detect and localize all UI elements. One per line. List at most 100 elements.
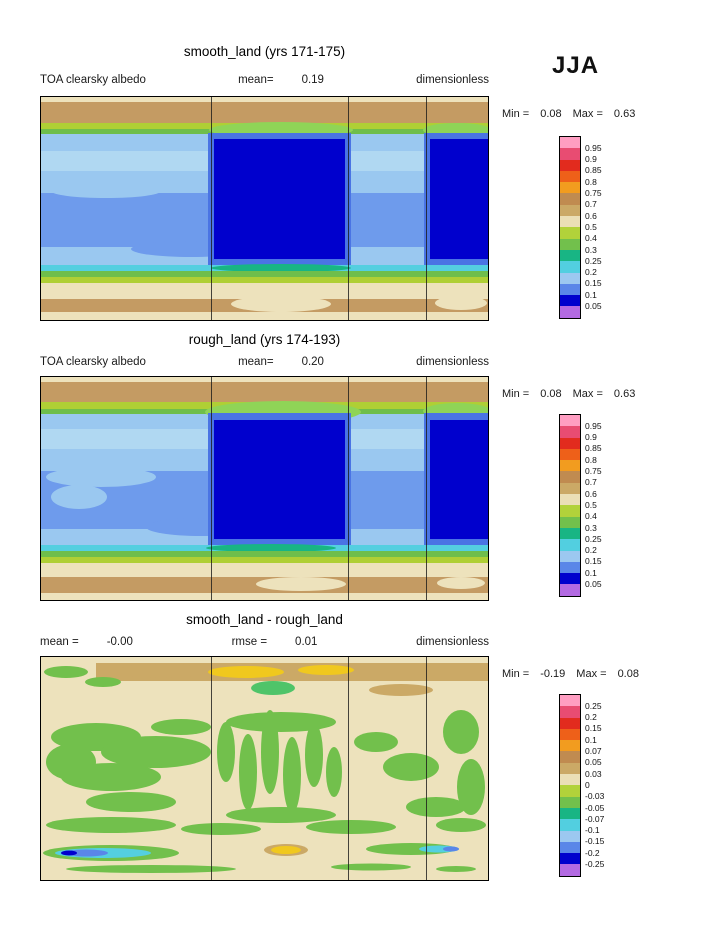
map-contour-region [430, 420, 488, 539]
panel3-subheader: mean = -0.00 rmse = 0.01 dimensionless [40, 636, 489, 648]
colorbar-cell [560, 527, 580, 540]
colorbar-cell [560, 204, 580, 217]
rmse-value: 0.01 [295, 636, 318, 648]
panel2-subheader: TOA clearsky albedo mean= 0.20 dimensionl… [40, 356, 489, 368]
map-contour-region [116, 664, 206, 678]
min-label: Min = [502, 108, 530, 120]
colorbar-cell [560, 306, 580, 318]
colorbar-cell [560, 796, 580, 808]
colorbar-cell [560, 460, 580, 472]
map-contour-region [85, 677, 121, 687]
map-contour-region [406, 797, 466, 817]
panel3-mean-stat: mean = -0.00 [40, 636, 133, 648]
colorbar-tick-label: 0.3 [585, 244, 597, 255]
colorbar-tick-label: -0.03 [585, 791, 605, 802]
colorbar-cell [560, 137, 580, 149]
max-label: Max = [572, 108, 603, 120]
colorbar-tick-label: 0.6 [585, 210, 597, 221]
map-contour-region [436, 818, 486, 832]
panel1-minmax: Min = 0.08 Max = 0.63 [502, 108, 635, 120]
map-contour-region [239, 734, 257, 810]
colorbar-tick-label: -0.15 [585, 836, 605, 847]
colorbar-cell [560, 170, 580, 183]
map-contour-region [331, 863, 411, 871]
colorbar-cell [560, 272, 580, 284]
colorbar-tick-label: 0.2 [585, 267, 597, 278]
colorbar-cell [560, 550, 580, 562]
colorbar-cells [559, 694, 581, 877]
colorbar-cell [560, 238, 580, 250]
mean-value: 0.20 [301, 356, 324, 368]
colorbar-cell [560, 261, 580, 273]
colorbar-tick-label: 0.8 [585, 176, 597, 187]
colorbar-tick-label: 0.1 [585, 289, 597, 300]
colorbar-cell [560, 819, 580, 831]
colorbar-cell [560, 573, 580, 585]
panel2-contour-map [40, 376, 489, 601]
colorbar-tick-label: 0.4 [585, 233, 597, 244]
max-label: Max = [576, 668, 607, 680]
map-contour-region [443, 846, 459, 852]
map-contour-region [41, 382, 488, 402]
panel2-minmax: Min = 0.08 Max = 0.63 [502, 388, 635, 400]
min-value: 0.08 [540, 108, 562, 120]
colorbar-cell [560, 505, 580, 517]
colorbar-tick-label: 0.5 [585, 499, 597, 510]
colorbar-tick-label: 0.05 [585, 301, 602, 311]
colorbar-cell [560, 227, 580, 239]
map-contour-region [298, 665, 354, 675]
colorbar-tick-label: 0.3 [585, 522, 597, 533]
max-value: 0.63 [613, 388, 636, 400]
colorbar-cell [560, 785, 580, 797]
colorbar-tick-label: -0.05 [585, 802, 605, 813]
colorbar-cell [560, 584, 580, 596]
min-label: Min = [502, 388, 530, 400]
colorbar-cell [560, 426, 580, 438]
colorbar-tick-label: 0.75 [585, 188, 602, 198]
colorbar-cell [560, 249, 580, 262]
panel1-mean-stat: mean= 0.19 [238, 74, 324, 86]
colorbar-cell [560, 841, 580, 854]
colorbar-cell [560, 695, 580, 707]
panel2-title: rough_land (yrs 174-193) [188, 332, 341, 347]
colorbar-tick-label: 0.4 [585, 511, 597, 522]
min-value: 0.08 [540, 388, 562, 400]
panel1-subheader: TOA clearsky albedo mean= 0.19 dimensionl… [40, 74, 489, 86]
map-contour-region [443, 710, 479, 754]
panel3-title: smooth_land - rough_land [186, 612, 343, 627]
colorbar-tick-label: 0.7 [585, 477, 597, 488]
map-contour-region [66, 865, 236, 873]
map-contour-region [151, 719, 211, 735]
mean-value: 0.19 [301, 74, 324, 86]
colorbar-cell [560, 182, 580, 194]
panel3-rmse-stat: rmse = 0.01 [232, 636, 318, 648]
colorbar-tick-label: -0.07 [585, 813, 605, 824]
colorbar-cell [560, 717, 580, 729]
panel2-colorbar: 0.95 0.9 0.85 0.8 0.75 0.7 0.6 0.5 0.4 0.3 0.25 0.2… [559, 414, 634, 598]
colorbar-tick-label: 0.9 [585, 432, 597, 443]
colorbar-cell [560, 774, 580, 786]
colorbar-tick-label: 0.5 [585, 221, 597, 232]
colorbar-cell [560, 706, 580, 718]
panel3-colorbar: 0.25 0.2 0.15 0.1 0.07 0.05 0.03 0 -0.03 -0.05 -0.… [559, 694, 634, 878]
map-contour-region [206, 544, 336, 552]
map-contour-region [211, 264, 351, 272]
colorbar-tick-label: 0.03 [585, 768, 602, 779]
colorbar-tick-label: 0.25 [585, 533, 602, 544]
panel3-units-label: dimensionless [416, 636, 489, 648]
panel1-units-label: dimensionless [416, 74, 489, 86]
colorbar-tick-label: 0 [585, 779, 590, 790]
colorbar-tick-label: 0.1 [585, 567, 597, 578]
colorbar-cells [559, 414, 581, 597]
map-contour-region [305, 723, 323, 787]
colorbar-tick-label: 0.1 [585, 734, 597, 745]
colorbar-tick-label: -0.25 [585, 859, 605, 869]
map-contour-region [41, 97, 488, 102]
colorbar-tick-label: -0.2 [585, 847, 600, 858]
colorbar-tick-label: 0.07 [585, 746, 602, 756]
colorbar-tick-label: 0.75 [585, 466, 602, 476]
colorbar-tick-label: 0.85 [585, 443, 602, 454]
colorbar-tick-label: 0.15 [585, 278, 602, 289]
map-contour-region [51, 184, 161, 198]
